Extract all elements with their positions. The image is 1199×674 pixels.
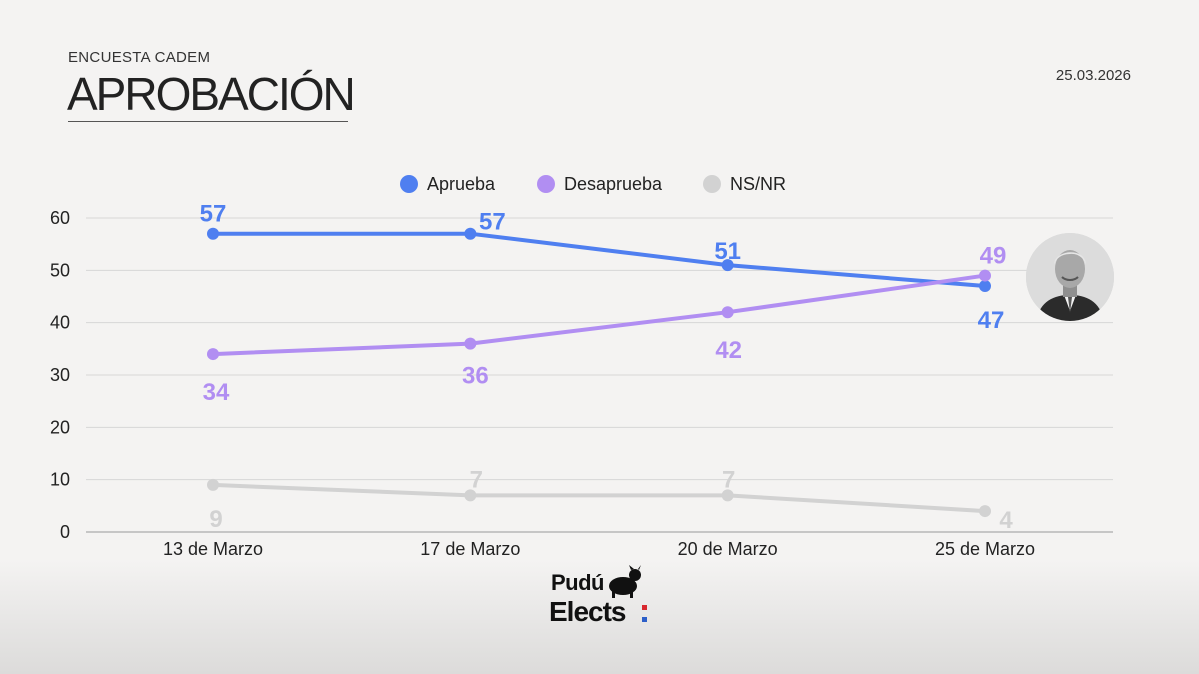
y-tick-label-50: 50 [50, 260, 70, 280]
y-tick-label-40: 40 [50, 313, 70, 333]
data-label-nsnr: 4 [999, 507, 1013, 534]
data-point-aprueba [464, 227, 477, 240]
data-label-aprueba: 57 [200, 201, 227, 228]
data-point-aprueba [979, 280, 991, 293]
data-label-desaprueba: 49 [980, 243, 1007, 270]
grid-lines [86, 217, 1113, 533]
y-tick-label-30: 30 [50, 365, 70, 385]
pudu-elects-logo: Pudú Elects [549, 564, 659, 634]
data-point-aprueba [207, 227, 219, 240]
data-label-desaprueba: 34 [203, 379, 230, 406]
publication-date: 25.03.2026 [1055, 67, 1131, 84]
x-axis: 13 de Marzo 17 de Marzo 20 de Marzo 25 de M… [163, 539, 1035, 559]
x-tick-label: 17 de Marzo [420, 539, 520, 559]
data-labels: 57 57 51 47 34 36 42 49 9 7 7 4 [200, 201, 1014, 534]
data-point-desaprueba [207, 348, 219, 361]
y-tick-label-60: 60 [50, 208, 70, 228]
survey-source: ENCUESTA CADEM [68, 49, 211, 66]
data-point-nsnr [721, 489, 734, 502]
data-label-nsnr: 9 [209, 506, 222, 533]
pudu-deer-icon [609, 565, 641, 598]
legend-marker-desaprueba [537, 175, 555, 193]
series-line-desaprueba [211, 273, 987, 357]
data-label-desaprueba: 42 [715, 337, 742, 364]
data-point-nsnr [979, 505, 991, 518]
data-point-nsnr [464, 489, 477, 502]
legend: Aprueba Desaprueba NS/NR [400, 174, 786, 194]
title-underline [68, 121, 348, 122]
data-point-desaprueba [464, 337, 477, 350]
data-label-desaprueba: 36 [462, 363, 489, 390]
logo-text-pudu: Pudú [551, 570, 605, 595]
politician-portrait [1026, 233, 1114, 321]
data-label-nsnr: 7 [722, 466, 735, 493]
y-axis: 0 10 20 30 40 50 60 [50, 208, 70, 542]
data-label-aprueba: 51 [714, 238, 741, 265]
data-label-aprueba: 47 [978, 307, 1005, 334]
legend-marker-aprueba [400, 175, 418, 193]
legend-marker-nsnr [703, 175, 721, 193]
data-label-aprueba: 57 [479, 209, 506, 236]
y-tick-label-10: 10 [50, 470, 70, 490]
data-point-nsnr [207, 478, 219, 491]
data-point-aprueba [721, 259, 734, 272]
y-tick-label-20: 20 [50, 417, 70, 437]
series-line-nsnr [211, 482, 987, 514]
logo-dots-icon [642, 605, 647, 622]
series-lines [211, 231, 987, 514]
data-label-nsnr: 7 [470, 466, 483, 493]
legend-label-aprueba: Aprueba [427, 174, 496, 194]
legend-label-nsnr: NS/NR [730, 174, 786, 194]
x-tick-label: 25 de Marzo [935, 539, 1035, 559]
x-tick-label: 13 de Marzo [163, 539, 263, 559]
series-points [207, 227, 991, 518]
x-tick-label: 20 de Marzo [678, 539, 778, 559]
data-point-desaprueba [721, 306, 734, 319]
logo-text-elects: Elects [549, 596, 626, 627]
series-line-aprueba [211, 231, 987, 289]
bottom-gradient [0, 560, 1199, 674]
y-tick-label-0: 0 [60, 522, 70, 542]
page-title: APROBACIÓN [67, 68, 356, 120]
legend-label-desaprueba: Desaprueba [564, 174, 663, 194]
data-point-desaprueba [979, 269, 991, 282]
